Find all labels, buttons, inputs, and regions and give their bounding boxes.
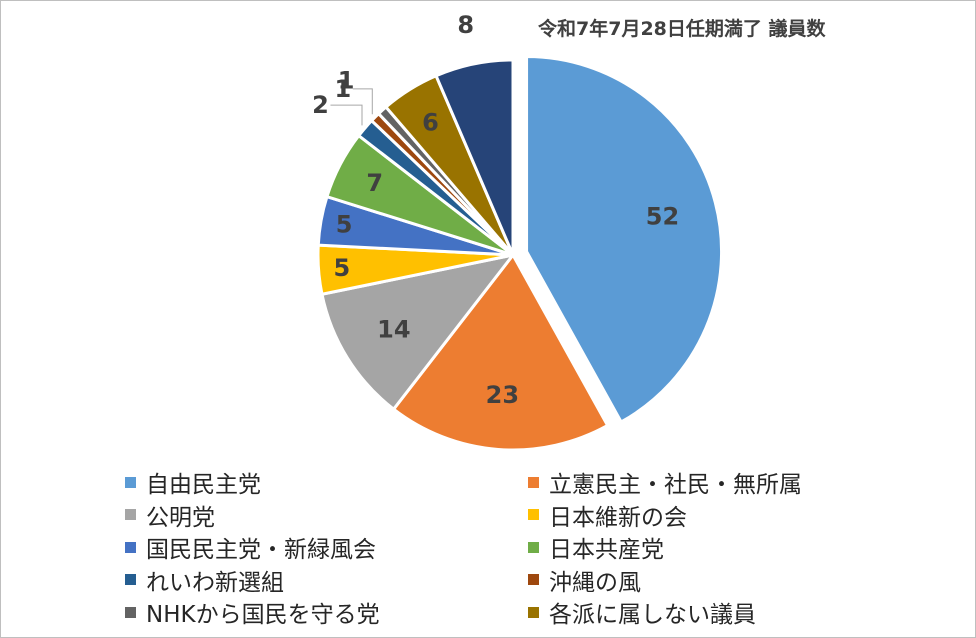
data-label-1: 23: [486, 381, 519, 409]
leader-line-7: [352, 88, 373, 115]
pie-slice-0: [525, 54, 724, 425]
data-label-5: 7: [366, 169, 383, 197]
data-label-8: 1: [338, 67, 355, 95]
pie-slice-10: [434, 58, 515, 256]
chart-title: 令和7年7月28日任期満了 議員数: [538, 18, 826, 40]
data-label-0: 52: [646, 202, 679, 230]
data-label-3: 5: [334, 254, 351, 282]
data-label-2: 14: [377, 315, 410, 343]
data-label-4: 5: [336, 211, 353, 239]
data-label-7: 1: [334, 75, 351, 103]
leader-line-6: [330, 104, 363, 126]
data-label-6: 2: [312, 91, 329, 119]
data-label-9: 6: [422, 109, 439, 137]
pie-slice-1: [391, 252, 610, 452]
pie-slice-2: [320, 252, 517, 412]
data-label-10: 8: [457, 11, 474, 39]
